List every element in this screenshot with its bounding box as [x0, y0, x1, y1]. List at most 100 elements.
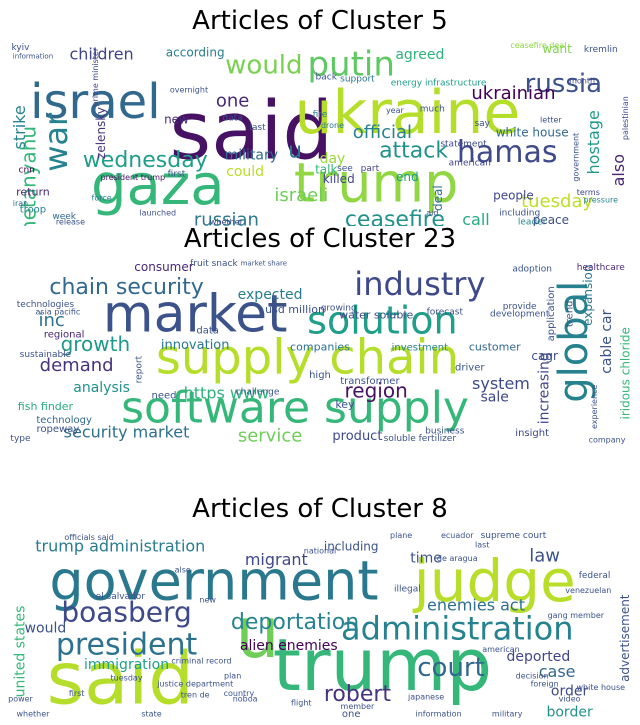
cloud-word: fish finder	[18, 400, 74, 413]
cloud-word: global	[551, 281, 597, 403]
cloud-word: including	[499, 208, 540, 218]
cloud-word: tren de	[181, 691, 210, 700]
cloud-word: noboa	[233, 695, 258, 704]
cloud-word: trump	[294, 152, 458, 215]
cloud-word: gaza	[91, 153, 225, 218]
cloud-word: putin	[307, 45, 394, 85]
cloud-word: iridous chloride	[618, 327, 632, 419]
cloud-word: sustainable	[20, 350, 72, 360]
cloud-word: industry	[354, 265, 485, 303]
cloud-word: u	[288, 139, 302, 164]
cloud-word: growing	[321, 304, 357, 314]
cloud-word: troop	[20, 204, 46, 215]
cloud-word: supply chain	[156, 329, 459, 385]
cloud-word: zelensky	[94, 107, 108, 159]
cloud-word: ceasefire	[345, 207, 445, 226]
cloud-word: war	[37, 112, 75, 172]
cloud-word: challenge	[236, 387, 280, 397]
cloud-word: white house	[577, 683, 626, 692]
cloud-word: decision	[516, 672, 549, 681]
cloud-word: robert	[324, 682, 392, 707]
cloud-word: innovation	[161, 338, 230, 353]
cloud-word: border	[546, 704, 592, 718]
cloud-word: cagr	[531, 349, 558, 363]
cloud-word: order	[551, 683, 589, 699]
cloud-word: letter	[540, 115, 562, 124]
cloud-word: cnn	[19, 166, 35, 176]
cloud-word: service	[238, 426, 302, 444]
cloud-word: provide	[503, 302, 537, 312]
word-cloud: said trump government judge u administration p…	[8, 528, 632, 718]
cloud-word: country	[224, 689, 255, 698]
cloud-word: palestinian	[621, 96, 630, 140]
cloud-word: technology	[36, 415, 92, 426]
cloud-word: month	[569, 76, 595, 85]
cloud-word: key	[335, 398, 355, 411]
cloud-word: leader	[518, 218, 547, 227]
cloud-word: enemies act	[427, 595, 525, 614]
cloud-word: could	[226, 164, 264, 180]
cloud-word: market share	[241, 260, 287, 268]
cloud-word: information	[415, 710, 461, 719]
cloud-word: federal	[579, 571, 611, 581]
cloud-word: peace	[533, 213, 569, 226]
cloud-word: judge	[412, 547, 576, 615]
cloud-word: overnight	[170, 86, 208, 95]
cloud-word: president trump	[100, 173, 165, 182]
cloud-word: asia pacific	[36, 307, 81, 316]
cloud-word: venezuelan	[565, 586, 611, 595]
cloud-word: migrant	[245, 550, 308, 569]
cloud-word: consumer	[134, 260, 193, 274]
cloud-word: return	[16, 186, 50, 199]
cloud-word: ecuador	[441, 531, 474, 540]
cloud-word: data	[222, 114, 242, 124]
cloud-word: https www	[184, 383, 270, 402]
cloud-word: japanese	[407, 693, 444, 702]
cloud-word: military	[225, 147, 278, 163]
cloud-word: data	[196, 326, 219, 337]
cloud-word: type	[10, 434, 31, 444]
cloud-word: software supply	[121, 383, 469, 434]
cloud-word: criminal record	[171, 657, 231, 666]
cloud-word: application	[546, 286, 557, 341]
cloud-word: whether	[16, 710, 50, 719]
cloud-word: support	[340, 75, 375, 85]
cloud-word: experience	[590, 385, 599, 429]
cloud-word: company	[589, 436, 626, 445]
chart-title: Articles of Cluster 8	[192, 494, 448, 524]
chart-title: Articles of Cluster 5	[192, 6, 448, 36]
cloud-word: people	[493, 189, 534, 203]
cloud-word: first	[69, 689, 85, 698]
cloud-word: say	[474, 119, 490, 129]
cloud-word: according	[166, 46, 225, 60]
cloud-word: hostage	[584, 110, 603, 174]
cloud-word: talk	[315, 163, 337, 177]
cloud-word: case	[539, 662, 576, 681]
cloud-word: drone	[321, 121, 344, 130]
cloud-word: deportation	[231, 610, 359, 635]
cloud-word: tuesday	[521, 191, 593, 212]
cloud-word: investment	[392, 342, 449, 353]
cloud-word: last	[249, 123, 266, 133]
cloud-word: whether	[210, 218, 244, 227]
cloud-word: immigration	[84, 657, 169, 673]
cloud-word: boasberg	[61, 596, 191, 629]
cloud-word: deal	[431, 185, 445, 211]
cloud-word: video	[559, 695, 581, 704]
cloud-word: killed	[323, 172, 355, 186]
cloud-word: year	[386, 106, 405, 115]
cloud-word: trend	[565, 300, 576, 327]
cloud-word: aid	[426, 208, 438, 217]
cloud-word: would	[225, 51, 302, 81]
cloud-word: fire	[313, 110, 328, 120]
cloud-word: expansion	[581, 265, 595, 326]
cloud-word: children	[69, 44, 133, 63]
cloud-word: advertisement	[618, 594, 632, 682]
chart-title: Articles of Cluster 23	[183, 224, 457, 254]
cloud-word: hamas	[457, 135, 558, 170]
cloud-word: regional	[44, 329, 85, 340]
cloud-word: administration	[341, 610, 573, 648]
cloud-word: insight	[515, 428, 549, 439]
